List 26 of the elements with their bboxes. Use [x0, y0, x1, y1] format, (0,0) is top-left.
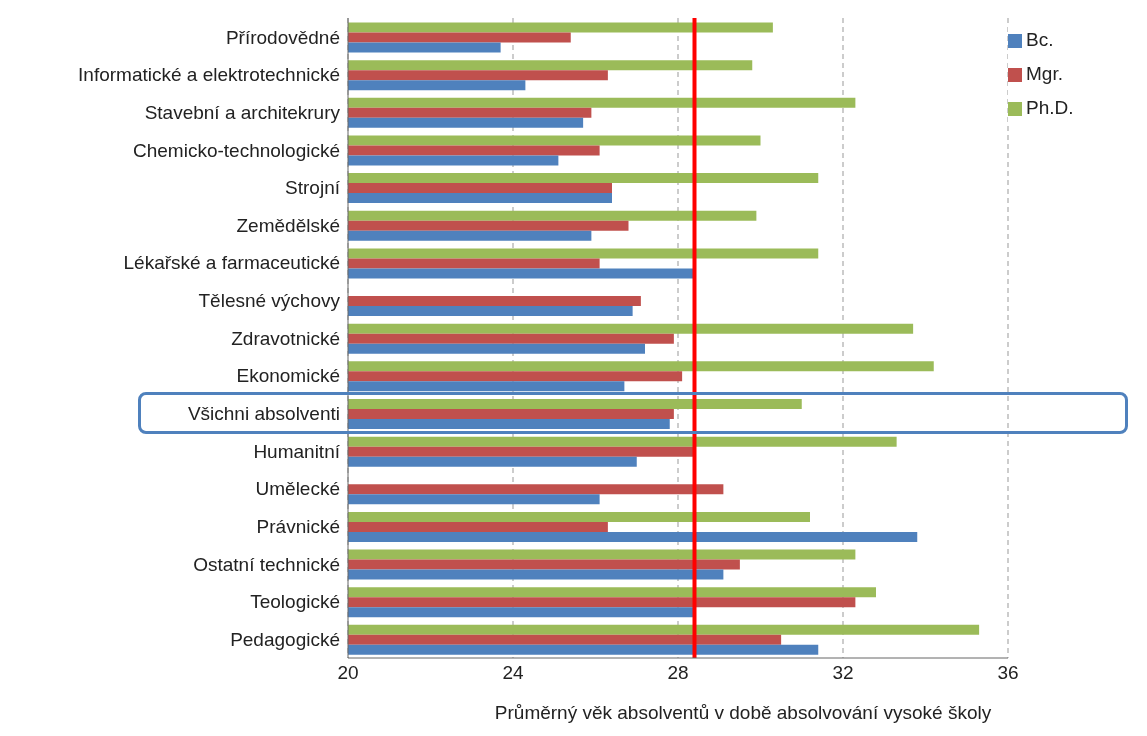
y-tick-label: Strojní: [285, 177, 341, 199]
x-tick-label: 32: [832, 662, 854, 684]
y-tick-label: Stavební a architekrury: [144, 101, 341, 123]
x-tick-label: 28: [667, 662, 689, 684]
y-tick-label: Ekonomické: [236, 365, 340, 387]
x-tick-label: 24: [502, 662, 524, 684]
y-tick-label: Právnické: [256, 515, 340, 537]
legend-label: Mgr.: [1026, 63, 1063, 84]
x-tick-label: 36: [997, 662, 1019, 684]
x-tick-label: 20: [337, 662, 359, 684]
y-tick-label: Humanitní: [253, 440, 341, 462]
y-tick-label: Ostatní technické: [193, 553, 340, 575]
y-tick-label: Umělecké: [255, 478, 340, 500]
y-tick-label: Všichni absolventi: [187, 403, 340, 425]
x-axis-title: Průměrný věk absolventů v době absolvování vysoké školy: [493, 702, 993, 724]
legend-label: Ph.D.: [1026, 97, 1074, 118]
y-tick-label: Zdravotnické: [231, 327, 340, 349]
y-tick-label: Pedagogické: [230, 628, 340, 650]
legend-label: Bc.: [1026, 29, 1054, 50]
y-tick-label: Chemicko-technologické: [133, 139, 340, 161]
y-tick-label: Tělesné výchovy: [198, 290, 341, 312]
y-tick-label: Lékařské a farmaceutické: [123, 252, 340, 274]
y-tick-label: Zemědělské: [236, 214, 340, 236]
y-tick-label: Přírodovědné: [225, 26, 340, 48]
y-tick-label: Informatické a elektrotechnické: [78, 64, 340, 86]
y-tick-label: Teologické: [250, 591, 340, 613]
